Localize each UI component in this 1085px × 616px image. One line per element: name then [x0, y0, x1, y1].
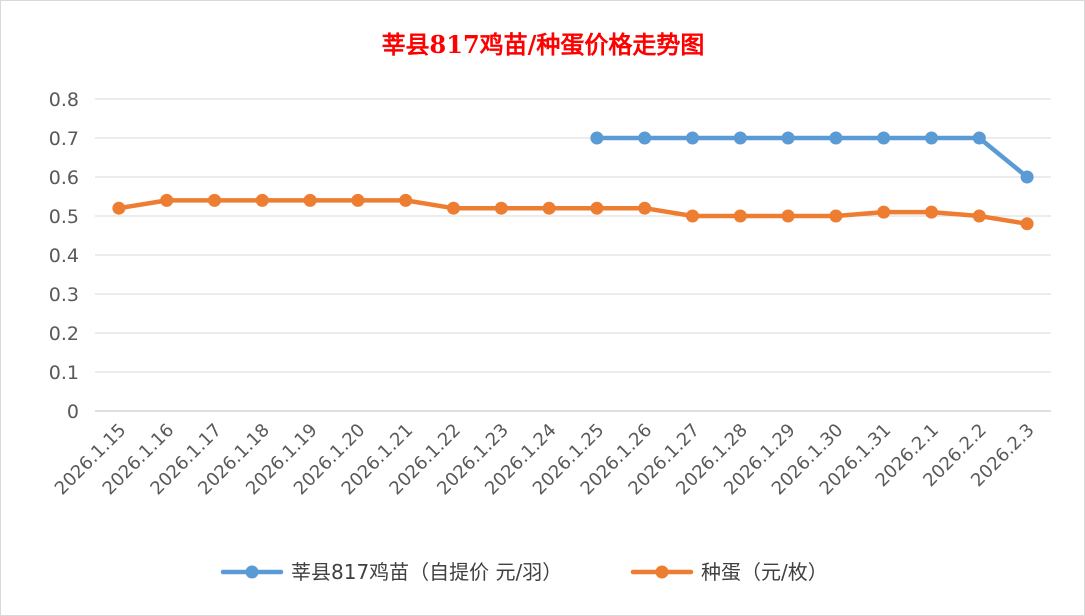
legend-item: 种蛋（元/枚）	[630, 560, 828, 584]
data-point	[829, 131, 843, 145]
series-line	[116, 198, 1030, 227]
legend-marker	[245, 565, 259, 579]
data-point	[877, 205, 891, 219]
legend-label: 莘县817鸡苗（自提价 元/羽）	[291, 560, 562, 584]
series-line	[594, 135, 1030, 180]
series-lines	[112, 131, 1034, 231]
data-point	[590, 131, 604, 145]
series-0	[590, 131, 1034, 184]
data-point	[925, 131, 938, 145]
data-point	[160, 193, 174, 207]
y-tick-label: 0.4	[49, 245, 79, 267]
data-point	[686, 209, 699, 223]
data-point	[686, 131, 699, 145]
data-point	[638, 131, 652, 145]
data-point	[781, 209, 795, 223]
y-tick-label: 0.3	[49, 284, 79, 306]
data-point	[829, 209, 843, 223]
data-point	[733, 209, 747, 223]
x-axis-ticks: 2026.1.152026.1.162026.1.172026.1.182026…	[51, 420, 1039, 500]
data-point	[351, 193, 365, 207]
data-point	[208, 193, 221, 207]
data-point	[972, 131, 986, 145]
data-point	[781, 131, 795, 145]
y-axis-ticks: 0 0.1 0.2 0.3 0.4 0.5 0.6 0.7 0.8	[49, 89, 79, 423]
data-point	[1020, 217, 1034, 231]
data-point	[590, 201, 604, 215]
data-point	[638, 201, 652, 215]
y-tick-label: 0.1	[49, 362, 79, 384]
y-tick-label: 0.8	[49, 89, 79, 111]
data-point	[972, 209, 986, 223]
data-point	[494, 201, 508, 215]
legend: 莘县817鸡苗（自提价 元/羽） 种蛋（元/枚）	[220, 560, 828, 584]
data-point	[733, 131, 747, 145]
y-tick-label: 0.6	[49, 167, 79, 189]
y-tick-label: 0.2	[49, 323, 79, 345]
legend-label: 种蛋（元/枚）	[701, 560, 828, 584]
data-point	[877, 131, 891, 145]
gridlines	[95, 98, 1051, 412]
data-point	[399, 193, 413, 207]
data-point	[1020, 170, 1034, 184]
data-point	[112, 201, 126, 215]
y-tick-label: 0.5	[49, 206, 79, 228]
legend-marker	[655, 565, 669, 579]
chart-title: 莘县817鸡苗/种蛋价格走势图	[382, 30, 705, 59]
series-1	[112, 193, 1034, 231]
data-point	[542, 201, 556, 215]
y-tick-label: 0.7	[49, 128, 79, 150]
data-point	[303, 193, 317, 207]
data-point	[447, 201, 460, 215]
y-tick-label: 0	[67, 401, 79, 423]
data-point	[925, 205, 938, 219]
data-point	[255, 193, 269, 207]
legend-item: 莘县817鸡苗（自提价 元/羽）	[220, 560, 562, 584]
